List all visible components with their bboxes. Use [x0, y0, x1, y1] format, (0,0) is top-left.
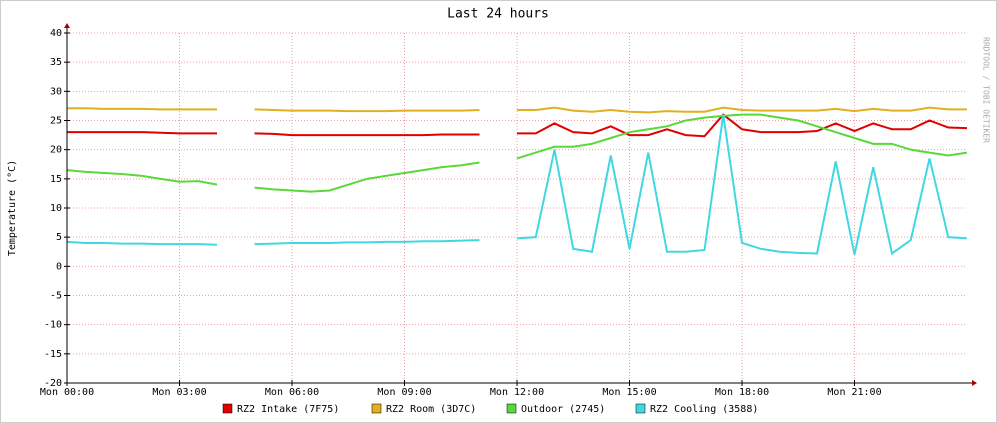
y-tick-label: 30: [50, 86, 62, 97]
legend-swatch: [506, 403, 517, 414]
legend-swatch: [222, 403, 233, 414]
y-tick-label: 15: [50, 174, 62, 185]
y-tick-label: 35: [50, 57, 62, 68]
y-tick-label: -10: [44, 320, 62, 331]
series-line: [66, 114, 968, 256]
legend-label: RZ2 Cooling (3588): [650, 404, 758, 415]
legend-label: RZ2 Room (3D7C): [386, 404, 476, 415]
watermark: RRDTOOL / TOBI OETIKER: [982, 37, 991, 143]
x-arrow: [972, 380, 977, 386]
y-tick-label: 25: [50, 116, 62, 127]
x-tick-label: Mon 09:00: [377, 387, 431, 398]
plot: [66, 106, 968, 256]
legend-label: RZ2 Intake (7F75): [237, 404, 339, 415]
y-tick-label: 40: [50, 28, 62, 39]
series-line: [66, 113, 968, 193]
y-tick-label: 5: [56, 232, 62, 243]
x-tick-label: Mon 03:00: [152, 387, 206, 398]
y-axis-label: Temperature (°C): [7, 160, 18, 256]
x-tick-label: Mon 15:00: [602, 387, 656, 398]
y-tick-label: -5: [50, 291, 62, 302]
y-tick-label: -20: [44, 378, 62, 389]
y-arrow: [64, 23, 70, 28]
axes: [64, 23, 977, 386]
x-tick-label: Mon 06:00: [265, 387, 319, 398]
chart-title: Last 24 hours: [447, 7, 549, 22]
x-tick-label: Mon 18:00: [715, 387, 769, 398]
y-tick-label: 0: [56, 261, 62, 272]
y-tick-label: 10: [50, 203, 62, 214]
series-line: [67, 106, 967, 114]
x-tick-label: Mon 21:00: [827, 387, 881, 398]
x-tick-label: Mon 00:00: [40, 387, 94, 398]
legend-swatch: [635, 403, 646, 414]
series-line: [67, 113, 968, 138]
legend-label: Outdoor (2745): [521, 404, 605, 415]
legend-swatch: [371, 403, 382, 414]
x-tick-label: Mon 12:00: [490, 387, 544, 398]
y-tick-label: -15: [44, 349, 62, 360]
y-tick-label: 20: [50, 145, 62, 156]
